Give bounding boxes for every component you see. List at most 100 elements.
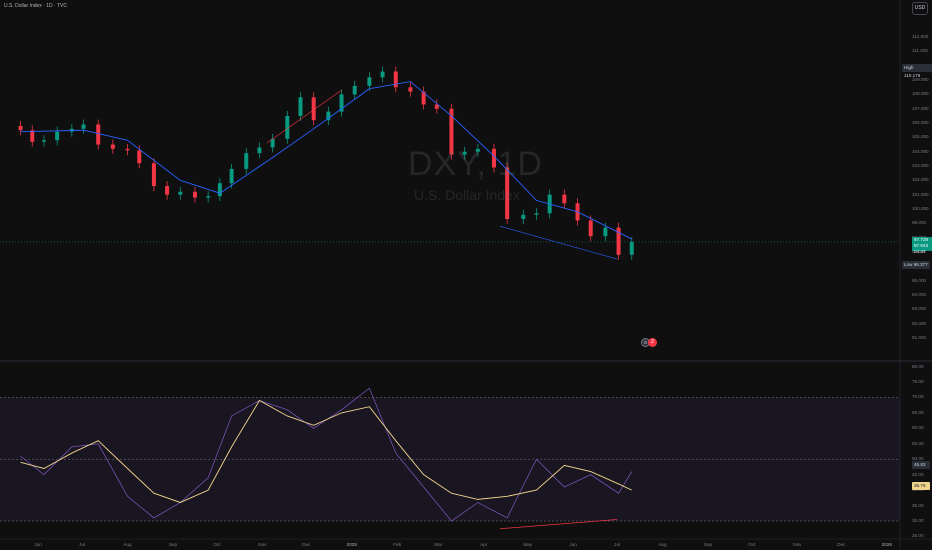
candle bbox=[285, 115, 290, 139]
price-axis-label: 92.000 bbox=[912, 320, 927, 326]
candle bbox=[462, 151, 467, 155]
candle bbox=[18, 125, 23, 131]
candle bbox=[244, 153, 249, 169]
candle bbox=[137, 150, 142, 164]
price-axis-label: 104.000 bbox=[912, 148, 929, 154]
low-marker: Low 96.377 bbox=[902, 261, 930, 269]
candle bbox=[562, 194, 567, 204]
time-axis-label: Jun bbox=[34, 542, 42, 547]
time-axis-label: Jul bbox=[79, 542, 86, 547]
candle bbox=[534, 213, 539, 215]
candle bbox=[616, 227, 621, 255]
price-axis-label: 94.000 bbox=[912, 291, 927, 297]
rsi-axis-label: 65.00 bbox=[912, 409, 924, 415]
rsi-axis-label: 35.00 bbox=[912, 502, 924, 508]
time-axis-label: Sep bbox=[703, 542, 713, 547]
candle bbox=[217, 183, 222, 197]
time-axis-label: Mar bbox=[434, 542, 443, 547]
candle bbox=[505, 167, 510, 220]
candle bbox=[367, 77, 372, 86]
candle bbox=[165, 186, 170, 195]
rsi-ma-value-tag: 36.76 bbox=[912, 482, 930, 490]
time-axis-label: Dec bbox=[302, 542, 311, 547]
rsi-axis-label: 70.00 bbox=[912, 394, 924, 400]
candle bbox=[629, 241, 634, 255]
candle bbox=[178, 191, 183, 195]
time-axis-label: Aug bbox=[658, 542, 667, 547]
candle bbox=[603, 227, 608, 237]
price-axis-label: 101.000 bbox=[912, 191, 929, 197]
rsi-divergence-line bbox=[499, 519, 618, 530]
moving-average-line bbox=[20, 81, 632, 240]
price-axis-label: 108.000 bbox=[912, 91, 929, 97]
candle bbox=[298, 97, 303, 116]
price-trendline-red bbox=[266, 89, 342, 144]
candle bbox=[380, 71, 385, 78]
time-axis-label: Jul bbox=[614, 542, 621, 547]
price-axis-label: 95.000 bbox=[912, 277, 927, 283]
candle bbox=[491, 148, 496, 168]
candle bbox=[81, 124, 86, 129]
rsi-axis-label: 80.00 bbox=[912, 363, 924, 369]
time-axis-label: Oct bbox=[748, 542, 756, 547]
rsi-axis-label: 45.00 bbox=[912, 471, 924, 477]
time-axis-label: Jun bbox=[569, 542, 577, 547]
candle bbox=[326, 111, 331, 121]
candle bbox=[475, 148, 480, 152]
rsi-axis-label: 60.00 bbox=[912, 425, 924, 431]
price-axis-label: 102.000 bbox=[912, 177, 929, 183]
candle bbox=[229, 168, 234, 184]
watermark-name: U.S. Dollar Index bbox=[414, 187, 520, 203]
currency-button[interactable]: USD bbox=[912, 2, 928, 15]
price-axis-label: 103.000 bbox=[912, 163, 929, 169]
high-value: 110.176 bbox=[904, 73, 921, 78]
candle bbox=[434, 104, 439, 109]
current-price-sub1: 97.643 bbox=[914, 243, 929, 248]
rsi-ma-line bbox=[20, 399, 632, 503]
price-trendline-blue bbox=[499, 225, 618, 260]
candle bbox=[257, 147, 262, 154]
candle bbox=[408, 87, 413, 92]
price-axis-label: 97.000 bbox=[912, 248, 927, 254]
rsi-axis-label: 50.00 bbox=[912, 456, 924, 462]
rsi-axis-label: 75.00 bbox=[912, 378, 924, 384]
price-axis-label: 100.000 bbox=[912, 205, 929, 211]
price-axis-label: 112.000 bbox=[912, 34, 929, 40]
price-axis-label: 106.000 bbox=[912, 120, 929, 126]
candle bbox=[125, 148, 130, 151]
candle bbox=[30, 130, 35, 142]
price-axis-label: 91.000 bbox=[912, 334, 927, 340]
candle bbox=[521, 214, 526, 220]
rsi-axis-label: 30.00 bbox=[912, 518, 924, 523]
candle bbox=[41, 140, 46, 142]
time-axis-label: Sep bbox=[168, 542, 178, 547]
candle bbox=[55, 131, 60, 141]
candle bbox=[96, 124, 101, 145]
candle bbox=[311, 97, 316, 121]
price-axis-label: 105.000 bbox=[912, 134, 929, 140]
time-axis-label: Oct bbox=[213, 542, 221, 547]
time-axis-label: Apr bbox=[480, 542, 488, 547]
symbol-title[interactable]: U.S. Dollar Index · 1D · TVC bbox=[4, 3, 67, 9]
time-axis-label: May bbox=[523, 542, 533, 547]
time-axis-label: 2025 bbox=[346, 542, 357, 547]
price-axis-label: 93.000 bbox=[912, 306, 927, 312]
price-axis-label: 109.000 bbox=[912, 77, 929, 83]
rsi-value-tag: 45.82 bbox=[912, 461, 930, 469]
candle bbox=[421, 91, 426, 105]
time-axis-label: Dec bbox=[837, 542, 846, 547]
candle bbox=[449, 108, 454, 155]
rsi-axis-label: 25.00 bbox=[912, 533, 924, 539]
price-axis-label: 111.000 bbox=[912, 48, 928, 54]
low-value: 96.377 bbox=[913, 262, 928, 267]
events-badge[interactable]: 2 bbox=[648, 338, 657, 347]
candle bbox=[588, 220, 593, 237]
low-label: Low bbox=[904, 262, 913, 267]
candle bbox=[352, 85, 357, 95]
price-axis-label: 107.000 bbox=[912, 105, 929, 111]
events-icons[interactable]: ⊙ 2 bbox=[641, 338, 657, 347]
current-price-countdown: 04:47 bbox=[914, 249, 926, 254]
candle bbox=[151, 163, 156, 187]
watermark-ticker: DXY, 1D bbox=[408, 145, 543, 183]
